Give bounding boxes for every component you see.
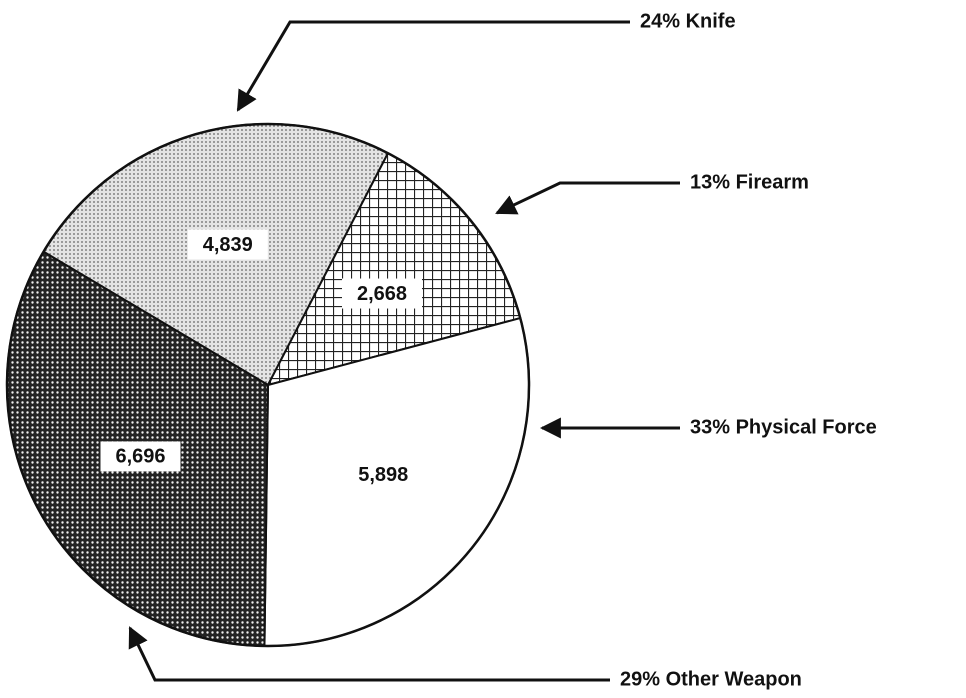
- callout-arrow: [128, 626, 610, 682]
- value-label: 2,668: [357, 283, 407, 305]
- pie-outline: [5, 122, 531, 648]
- slice-label: 29% Other Weapon: [620, 668, 802, 690]
- slice-label: 33% Physical Force: [690, 416, 877, 438]
- callout-arrow: [236, 20, 630, 112]
- value-label: 6,696: [115, 446, 165, 468]
- value-label: 5,898: [358, 464, 408, 486]
- value-label: 4,839: [203, 234, 253, 256]
- slice-label: 24% Knife: [640, 10, 736, 32]
- value-label-box: [187, 229, 268, 260]
- callout-arrow: [495, 181, 680, 215]
- value-label-box: [100, 441, 181, 472]
- value-label-box: [341, 278, 422, 309]
- slice-label: 13% Firearm: [690, 171, 809, 193]
